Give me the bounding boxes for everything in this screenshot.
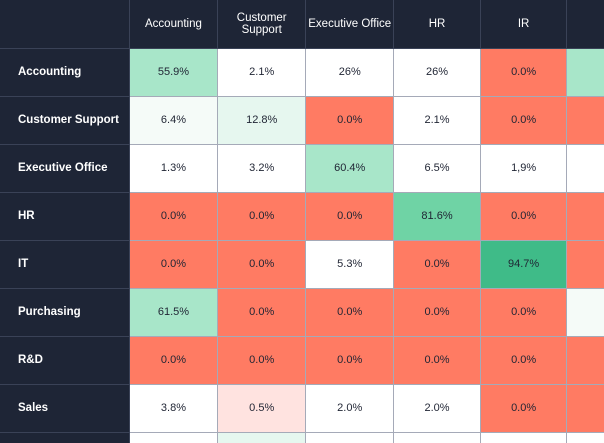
header-row: Accounting Customer Support Executive Of… [0, 0, 604, 49]
heatmap-cell: 1.3% [129, 144, 219, 193]
heatmap-cell: 55.9% [129, 48, 219, 97]
column-header-overflow [566, 0, 604, 49]
row-header: Customer Support [0, 96, 130, 145]
heatmap-cell [305, 432, 395, 443]
heatmap-cell: 2.1% [217, 48, 307, 97]
column-header: Customer Support [217, 0, 307, 49]
heatmap-cell: 60.4% [305, 144, 395, 193]
heatmap-cell: 0.0% [217, 336, 307, 385]
row-header: HR [0, 192, 130, 241]
table-row: Purchasing 61.5% 0.0% 0.0% 0.0% 0.0% [0, 288, 604, 337]
heatmap-cell: 81.6% [393, 192, 481, 241]
table-row [0, 432, 604, 443]
heatmap-cell [480, 432, 568, 443]
heatmap-cell: 0.0% [305, 96, 395, 145]
heatmap-cell: 6.5% [393, 144, 481, 193]
heatmap-cell-overflow [566, 240, 604, 289]
heatmap-cell: 0.0% [393, 240, 481, 289]
heatmap-cell-overflow [566, 96, 604, 145]
heatmap-cell: 0.0% [217, 288, 307, 337]
heatmap-cell-overflow [566, 384, 604, 433]
row-header: Purchasing [0, 288, 130, 337]
heatmap-cell: 0.5% [217, 384, 307, 433]
row-header: R&D [0, 336, 130, 385]
heatmap-cell-overflow [566, 336, 604, 385]
heatmap-cell: 0.0% [480, 96, 568, 145]
table-row: Accounting 55.9% 2.1% 26% 26% 0.0% [0, 48, 604, 97]
row-header [0, 432, 130, 443]
heatmap-cell: 3.8% [129, 384, 219, 433]
column-header: Accounting [129, 0, 219, 49]
table-row: Sales 3.8% 0.5% 2.0% 2.0% 0.0% [0, 384, 604, 433]
heatmap-cell: 0.0% [305, 336, 395, 385]
heatmap-cell: 0.0% [305, 288, 395, 337]
heatmap-cell: 61.5% [129, 288, 219, 337]
heatmap-cell-overflow [566, 48, 604, 97]
heatmap-cell: 2.1% [393, 96, 481, 145]
row-header: IT [0, 240, 130, 289]
column-header: Executive Office [305, 0, 395, 49]
heatmap-cell-overflow [566, 144, 604, 193]
heatmap-cell: 0.0% [480, 384, 568, 433]
corner-cell [0, 0, 130, 49]
heatmap-cell: 0.0% [393, 288, 481, 337]
heatmap-cell: 26% [393, 48, 481, 97]
heatmap-cell-overflow [566, 288, 604, 337]
heatmap-cell: 2.0% [393, 384, 481, 433]
heatmap-cell: 3.2% [217, 144, 307, 193]
table-row: IT 0.0% 0.0% 5.3% 0.0% 94.7% [0, 240, 604, 289]
table-row: R&D 0.0% 0.0% 0.0% 0.0% 0.0% [0, 336, 604, 385]
heatmap-cell: 26% [305, 48, 395, 97]
heatmap-cell: 5.3% [305, 240, 395, 289]
table-row: Customer Support 6.4% 12.8% 0.0% 2.1% 0.0% [0, 96, 604, 145]
table-row: Executive Office 1.3% 3.2% 60.4% 6.5% 1,9% [0, 144, 604, 193]
heatmap-cell: 0.0% [480, 288, 568, 337]
heatmap-cell: 94.7% [480, 240, 568, 289]
heatmap-cell: 0.0% [305, 192, 395, 241]
heatmap-cell-overflow [566, 192, 604, 241]
heatmap-cell [129, 432, 219, 443]
heatmap-cell: 0.0% [129, 192, 219, 241]
heatmap-cell: 0.0% [480, 48, 568, 97]
heatmap-cell-overflow [566, 432, 604, 443]
heatmap-cell: 0.0% [217, 240, 307, 289]
heatmap-cell: 0.0% [393, 336, 481, 385]
table-row: HR 0.0% 0.0% 0.0% 81.6% 0.0% [0, 192, 604, 241]
row-header: Accounting [0, 48, 130, 97]
column-header: IR [480, 0, 568, 49]
row-header: Executive Office [0, 144, 130, 193]
heatmap-cell [393, 432, 481, 443]
heatmap-cell: 2.0% [305, 384, 395, 433]
heatmap-cell: 0.0% [480, 192, 568, 241]
row-header: Sales [0, 384, 130, 433]
heatmap-cell: 0.0% [480, 336, 568, 385]
column-header: HR [393, 0, 481, 49]
heatmap-cell: 0.0% [129, 240, 219, 289]
heatmap-cell: 6.4% [129, 96, 219, 145]
heatmap-cell: 0.0% [129, 336, 219, 385]
heatmap-cell: 12.8% [217, 96, 307, 145]
heatmap-cell [217, 432, 307, 443]
heatmap-cell: 1,9% [480, 144, 568, 193]
heatmap-cell: 0.0% [217, 192, 307, 241]
